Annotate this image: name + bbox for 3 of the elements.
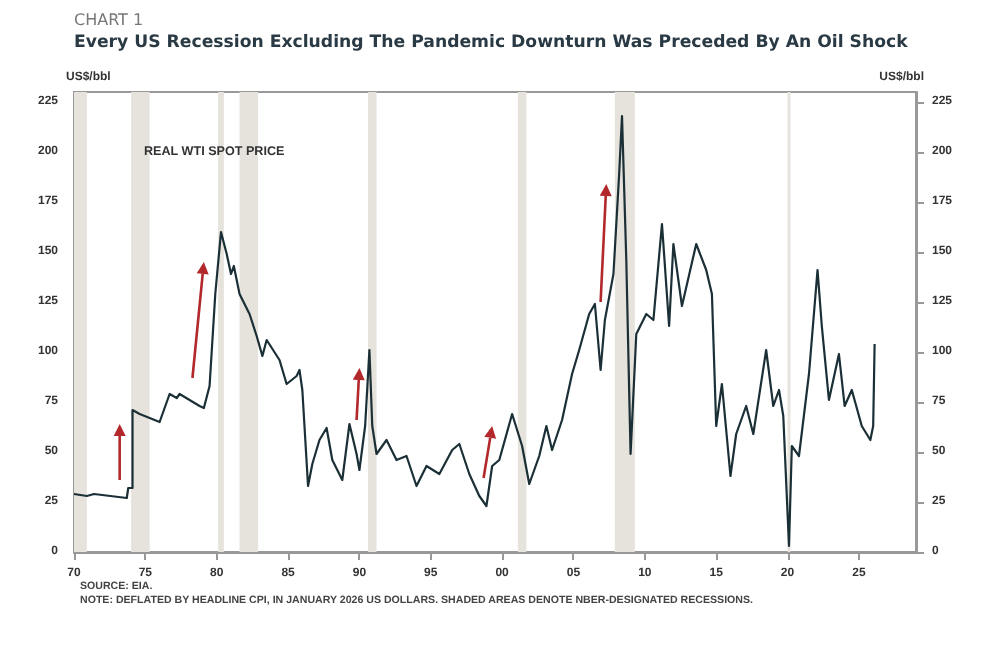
chart-subtitle: CHART 1 xyxy=(74,11,144,29)
chart-title: Every US Recession Excluding The Pandemic Downturn Was Preceded By An Oil Shock xyxy=(74,33,909,53)
line-series xyxy=(72,114,876,548)
